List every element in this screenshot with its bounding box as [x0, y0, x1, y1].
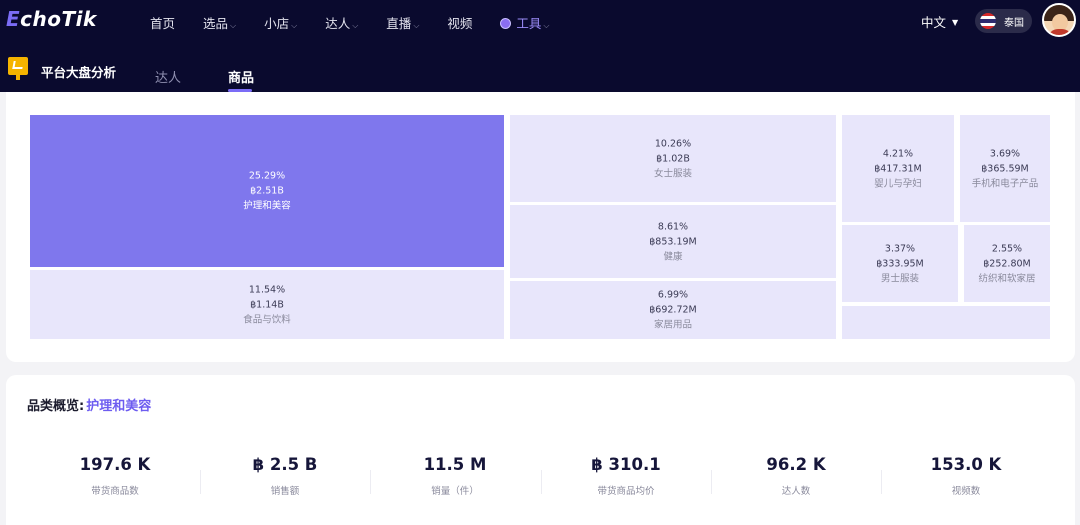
- stat-units-sold: 11.5 M 销量（件）: [423, 455, 487, 497]
- divider: [370, 470, 371, 494]
- stat-avg-price: ฿ 310.1 带货商品均价: [591, 455, 661, 497]
- nav-item-live[interactable]: 直播 ⌵: [386, 13, 419, 32]
- selected-category: 护理和美容: [86, 399, 152, 414]
- nav-item-home[interactable]: 首页: [150, 13, 175, 32]
- nav-label: 达人: [325, 16, 351, 31]
- language-label: 中文: [921, 15, 947, 30]
- nav-label: 视频: [447, 16, 473, 31]
- divider: [200, 470, 201, 494]
- nav-label: 直播: [386, 16, 412, 31]
- chevron-down-icon: ⌵: [413, 21, 420, 30]
- dashboard-board-icon: [8, 57, 28, 75]
- nav-item-tools[interactable]: 工具 ⌵: [500, 13, 550, 32]
- nav-item-videos[interactable]: 视频: [447, 13, 472, 32]
- caret-down-icon: ▼: [952, 18, 959, 27]
- treemap-tile[interactable]: [842, 306, 1050, 339]
- category-overview-card: 品类概览: 护理和美容 197.6 K 带货商品数 ฿ 2.5 B 销售额 11.5 …: [6, 375, 1075, 525]
- treemap-tile[interactable]: 6.99% ฿692.72M 家居用品: [510, 281, 836, 339]
- chevron-down-icon: ⌵: [291, 21, 298, 30]
- thailand-flag-icon: [980, 13, 996, 29]
- treemap-tile[interactable]: 25.29% ฿2.51B 护理和美容: [30, 115, 504, 267]
- treemap-tile[interactable]: 2.55% ฿252.80M 纺织和软家居: [964, 225, 1050, 302]
- globe-icon: [500, 18, 512, 29]
- divider: [711, 470, 712, 494]
- nav-item-products[interactable]: 选品 ⌵: [203, 13, 236, 32]
- stat-sales-amount: ฿ 2.5 B 销售额: [252, 455, 318, 497]
- treemap-tile[interactable]: 3.69% ฿365.59M 手机和电子产品: [960, 115, 1050, 222]
- echotik-logo[interactable]: EchoTik: [6, 7, 97, 31]
- divider: [541, 470, 542, 494]
- treemap-tile[interactable]: 10.26% ฿1.02B 女士服装: [510, 115, 836, 202]
- tab-products[interactable]: 商品: [228, 71, 255, 86]
- category-treemap-card: 25.29% ฿2.51B 护理和美容 11.54% ฿1.14B 食品与饮料 10.2…: [6, 92, 1075, 362]
- stat-product-count: 197.6 K 带货商品数: [79, 455, 151, 497]
- main-nav: 首页 选品 ⌵ 小店 ⌵ 达人 ⌵ 直播 ⌵ 视频 工具 ⌵: [150, 13, 578, 32]
- nav-label: 选品: [203, 16, 229, 31]
- nav-item-influencers[interactable]: 达人 ⌵: [325, 13, 358, 32]
- page-title: 平台大盘分析: [41, 65, 117, 80]
- chevron-down-icon: ⌵: [543, 21, 550, 30]
- user-avatar[interactable]: [1042, 3, 1076, 37]
- nav-label: 小店: [264, 16, 290, 31]
- treemap-tile[interactable]: 8.61% ฿853.19M 健康: [510, 205, 836, 278]
- stat-video-count: 153.0 K 视频数: [930, 455, 1002, 497]
- sub-header: 平台大盘分析 达人 商品: [0, 44, 1080, 92]
- treemap-tile[interactable]: 3.37% ฿333.95M 男士服装: [842, 225, 958, 302]
- nav-label: 工具: [516, 16, 542, 31]
- overview-heading: 品类概览: 护理和美容: [27, 399, 152, 414]
- active-tab-indicator: [228, 89, 252, 92]
- nav-item-shops[interactable]: 小店 ⌵: [264, 13, 297, 32]
- country-label: 泰国: [1004, 17, 1024, 29]
- chevron-down-icon: ⌵: [230, 21, 237, 30]
- top-navbar: EchoTik 首页 选品 ⌵ 小店 ⌵ 达人 ⌵ 直播 ⌵ 视频 工具 ⌵ 中文 ▼ 泰国: [0, 0, 1080, 44]
- country-selector[interactable]: 泰国: [975, 9, 1032, 33]
- nav-label: 首页: [150, 16, 176, 31]
- tab-influencers[interactable]: 达人: [155, 71, 182, 86]
- divider: [881, 470, 882, 494]
- treemap-tile[interactable]: 4.21% ฿417.31M 婴儿与孕妇: [842, 115, 954, 222]
- treemap-tile[interactable]: 11.54% ฿1.14B 食品与饮料: [30, 270, 504, 339]
- stat-influencer-count: 96.2 K 达人数: [766, 455, 826, 497]
- chevron-down-icon: ⌵: [352, 21, 359, 30]
- language-selector[interactable]: 中文 ▼: [921, 12, 958, 31]
